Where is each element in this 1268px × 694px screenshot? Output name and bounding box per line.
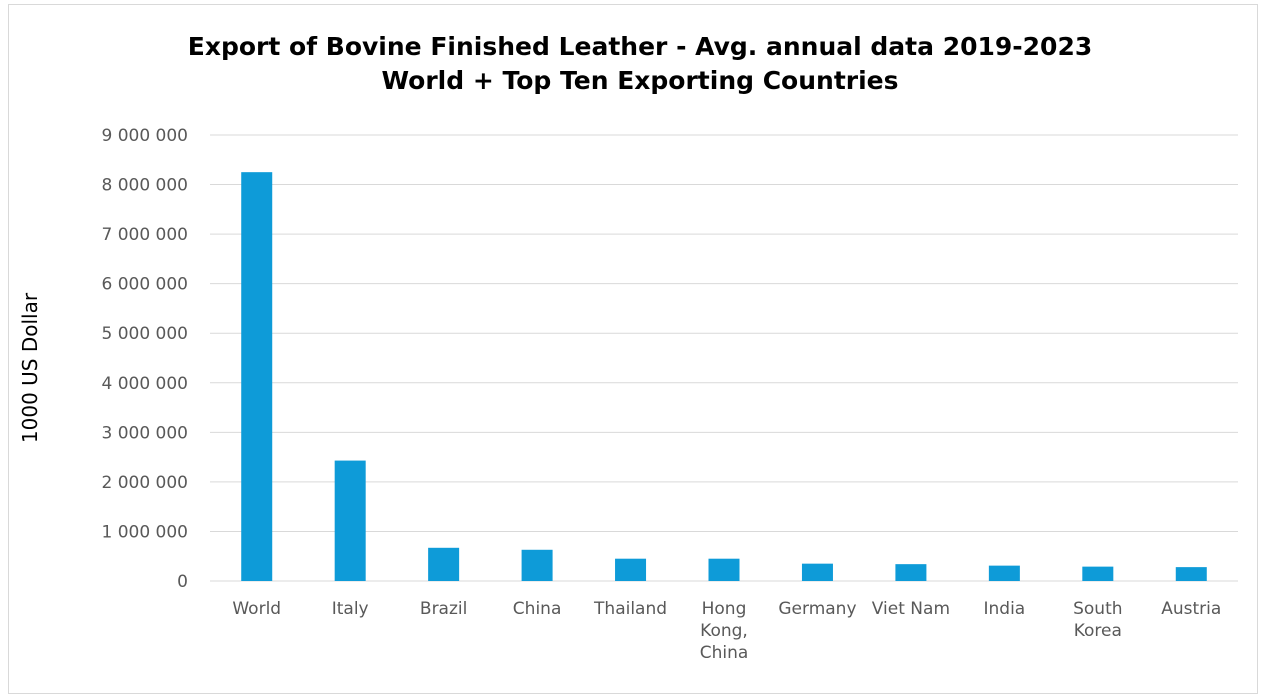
bar-viet-nam [895,564,927,581]
x-tick-label: Austria [1161,599,1221,619]
y-axis-ticks: 0 1 000 000 2 000 000 3 000 000 4 000 000 5 0… [101,126,188,592]
y-tick-label: 6 000 000 [101,275,188,295]
bars [241,172,1207,581]
y-tick-label: 0 [177,572,188,592]
x-tick-label: Hong Kong, China [700,599,749,663]
x-tick-label: Thailand [593,599,667,619]
bar-india [988,565,1020,581]
x-tick-label: Viet Nam [872,599,950,619]
y-tick-label: 8 000 000 [101,176,188,196]
y-tick-label: 4 000 000 [101,374,188,394]
gridlines [210,134,1238,582]
x-axis-ticks: World Italy Brazil China Thailand Hong Kong, Ch… [232,599,1221,663]
x-tick-label: World [232,599,281,619]
x-tick-label: India [983,599,1025,619]
y-tick-label: 2 000 000 [101,473,188,493]
bar-hong-kong-china [708,558,740,581]
y-tick-label: 1 000 000 [101,522,188,542]
chart-title: Export of Bovine Finished Leather - Avg.… [0,30,1268,98]
chart-title-line-2: World + Top Ten Exporting Countries [381,66,899,95]
y-tick-label: 9 000 000 [101,126,188,146]
chart-title-line-1: Export of Bovine Finished Leather - Avg.… [187,32,1093,61]
x-tick-label: Italy [332,599,369,619]
bar-brazil [428,547,460,581]
x-tick-label: Brazil [420,599,467,619]
bar-austria [1175,567,1207,581]
bar-germany [801,563,833,581]
bar-italy [334,460,366,581]
bar-thailand [615,558,647,581]
bar-china [521,549,553,581]
x-tick-label: South Korea [1073,599,1122,641]
y-tick-label: 3 000 000 [101,423,188,443]
bar-south-korea [1082,566,1114,581]
y-tick-label: 7 000 000 [101,225,188,245]
bar-world [241,172,273,581]
x-tick-label: Germany [778,599,856,619]
y-tick-label: 5 000 000 [101,324,188,344]
x-tick-label: China [513,599,562,619]
y-axis-label: 1000 US Dollar [18,292,42,443]
